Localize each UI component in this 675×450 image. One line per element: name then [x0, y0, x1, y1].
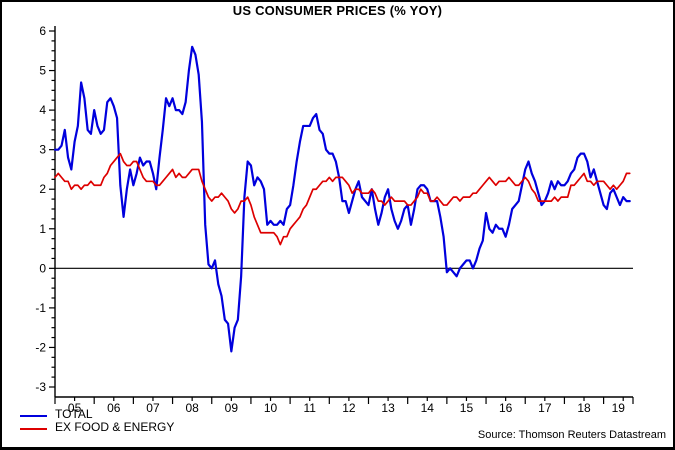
x-axis-label: 12 [342, 401, 356, 415]
x-axis-label: 11 [303, 401, 316, 415]
x-axis-label: 16 [499, 401, 513, 415]
total-line-swatch [20, 415, 47, 417]
x-axis-label: 18 [577, 401, 591, 415]
y-axis-label: -1 [35, 301, 46, 315]
x-axis-label: 07 [146, 401, 160, 415]
x-axis-label: 15 [460, 401, 474, 415]
x-axis-label: 14 [421, 401, 435, 415]
y-axis-label: 6 [39, 24, 46, 38]
x-axis-label: 08 [185, 401, 199, 415]
x-axis-label: 10 [264, 401, 278, 415]
y-axis-label: 3 [39, 143, 46, 157]
legend-label-total: TOTAL [55, 407, 93, 421]
source-note: Source: Thomson Reuters Datastream [477, 429, 666, 441]
x-axis-label: 19 [612, 401, 626, 415]
y-axis-label: 5 [39, 64, 46, 78]
x-axis-label: 09 [225, 401, 239, 415]
y-axis-label: -3 [35, 380, 46, 394]
ex-food-energy-series-line [54, 152, 631, 246]
legend-item-ex-food-energy: EX FOOD & ENERGY [20, 421, 174, 434]
x-axis-label: 13 [381, 401, 395, 415]
x-axis-label: 05 [68, 401, 82, 415]
x-axis-label: 17 [538, 401, 552, 415]
y-axis-label: -2 [35, 340, 46, 354]
y-axis-label: 2 [39, 182, 46, 196]
y-axis-label: 4 [39, 103, 46, 117]
ex-food-energy-line-swatch [20, 428, 47, 430]
legend-label-ex-food-energy: EX FOOD & ENERGY [55, 420, 175, 434]
legend-item-total: TOTAL [20, 408, 174, 421]
total-series-line [53, 45, 631, 353]
y-axis-label: 0 [39, 261, 46, 275]
chart-title: US CONSUMER PRICES (% YOY) [232, 3, 443, 18]
y-axis-label: 1 [39, 222, 46, 236]
x-axis-label: 06 [107, 401, 121, 415]
legend: TOTAL EX FOOD & ENERGY [20, 408, 174, 434]
